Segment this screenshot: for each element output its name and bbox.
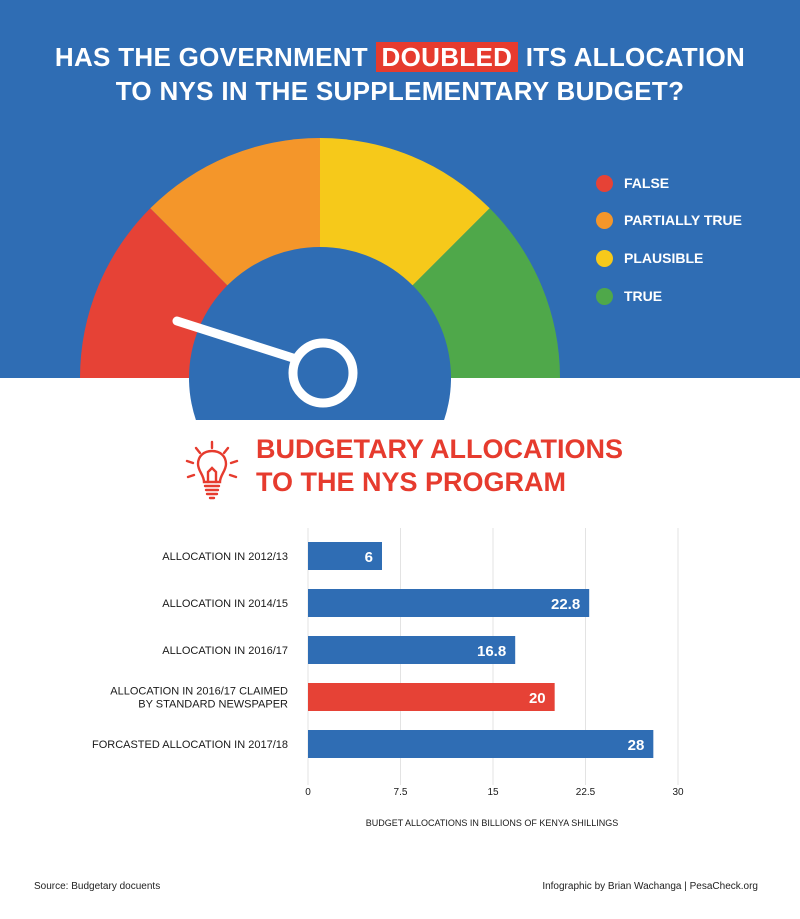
section-title-line-2: TO THE NYS PROGRAM <box>256 467 567 497</box>
bar <box>308 589 590 617</box>
legend-label-partially-true: PARTIALLY TRUE <box>624 212 742 228</box>
lightbulb-icon <box>185 440 239 500</box>
category-label: ALLOCATION IN 2016/17 <box>162 645 288 657</box>
legend-item-false: FALSE <box>596 171 669 195</box>
gauge-inner-disc <box>189 247 451 420</box>
legend-dot-plausible <box>596 249 613 267</box>
legend-label-true: TRUE <box>624 288 663 304</box>
x-tick-label: 0 <box>305 787 311 798</box>
headline-text-after: ITS ALLOCATION <box>525 42 746 72</box>
category-label: FORCASTED ALLOCATION IN 2017/18 <box>92 739 288 751</box>
legend-label-plausible: PLAUSIBLE <box>624 250 704 266</box>
bar-value-label: 28 <box>628 737 645 754</box>
headline-line-1: HAS THE GOVERNMENT DOUBLED ITS ALLOCATIO… <box>0 42 800 73</box>
gauge-hub <box>288 338 358 408</box>
bar <box>308 730 654 758</box>
x-tick-label: 22.5 <box>576 787 596 798</box>
bar-value-label: 6 <box>365 549 373 566</box>
bar-value-label: 20 <box>529 690 546 707</box>
category-label: BY STANDARD NEWSPAPER <box>138 699 288 711</box>
bar <box>308 683 555 711</box>
x-tick-label: 30 <box>672 787 684 798</box>
category-label: ALLOCATION IN 2012/13 <box>162 551 288 563</box>
headline-line-2: TO NYS IN THE SUPPLEMENTARY BUDGET? <box>115 76 685 106</box>
x-tick-label: 7.5 <box>394 787 408 798</box>
bar-value-label: 22.8 <box>551 596 580 613</box>
legend-item-partially-true: PARTIALLY TRUE <box>596 208 742 232</box>
legend-item-true: TRUE <box>596 284 662 308</box>
headline-highlight: DOUBLED <box>375 42 519 72</box>
legend-dot-false <box>596 174 613 192</box>
bar <box>308 542 382 570</box>
legend-dot-partially-true <box>596 211 613 229</box>
section-title-line-1: BUDGETARY ALLOCATIONS <box>256 434 623 464</box>
category-label: ALLOCATION IN 2016/17 CLAIMED <box>110 686 288 698</box>
allocations-bar-chart: ALLOCATION IN 2012/13 ALLOCATION IN 2014/… <box>92 528 684 828</box>
legend-label-false: FALSE <box>624 175 670 191</box>
chart-category-labels: ALLOCATION IN 2012/13 ALLOCATION IN 2014/… <box>92 551 288 751</box>
bar <box>308 636 516 664</box>
footer-credit: Infographic by Brian Wachanga | PesaChec… <box>542 881 758 892</box>
chart-x-axis-label: BUDGET ALLOCATIONS IN BILLIONS OF KENYA … <box>366 818 619 828</box>
category-label: ALLOCATION IN 2014/15 <box>162 598 288 610</box>
bar-value-label: 16.8 <box>477 643 506 660</box>
legend-item-plausible: PLAUSIBLE <box>596 246 703 270</box>
legend-dot-true <box>596 287 613 305</box>
chart-x-ticks: 0 7.5 15 22.5 30 <box>305 787 684 798</box>
chart-bars: 6 22.8 16.8 20 28 <box>308 542 654 758</box>
x-tick-label: 15 <box>487 787 499 798</box>
footer-source: Source: Budgetary docuents <box>34 881 161 892</box>
verdict-gauge <box>80 138 560 420</box>
headline-text-before: HAS THE GOVERNMENT <box>54 42 368 72</box>
